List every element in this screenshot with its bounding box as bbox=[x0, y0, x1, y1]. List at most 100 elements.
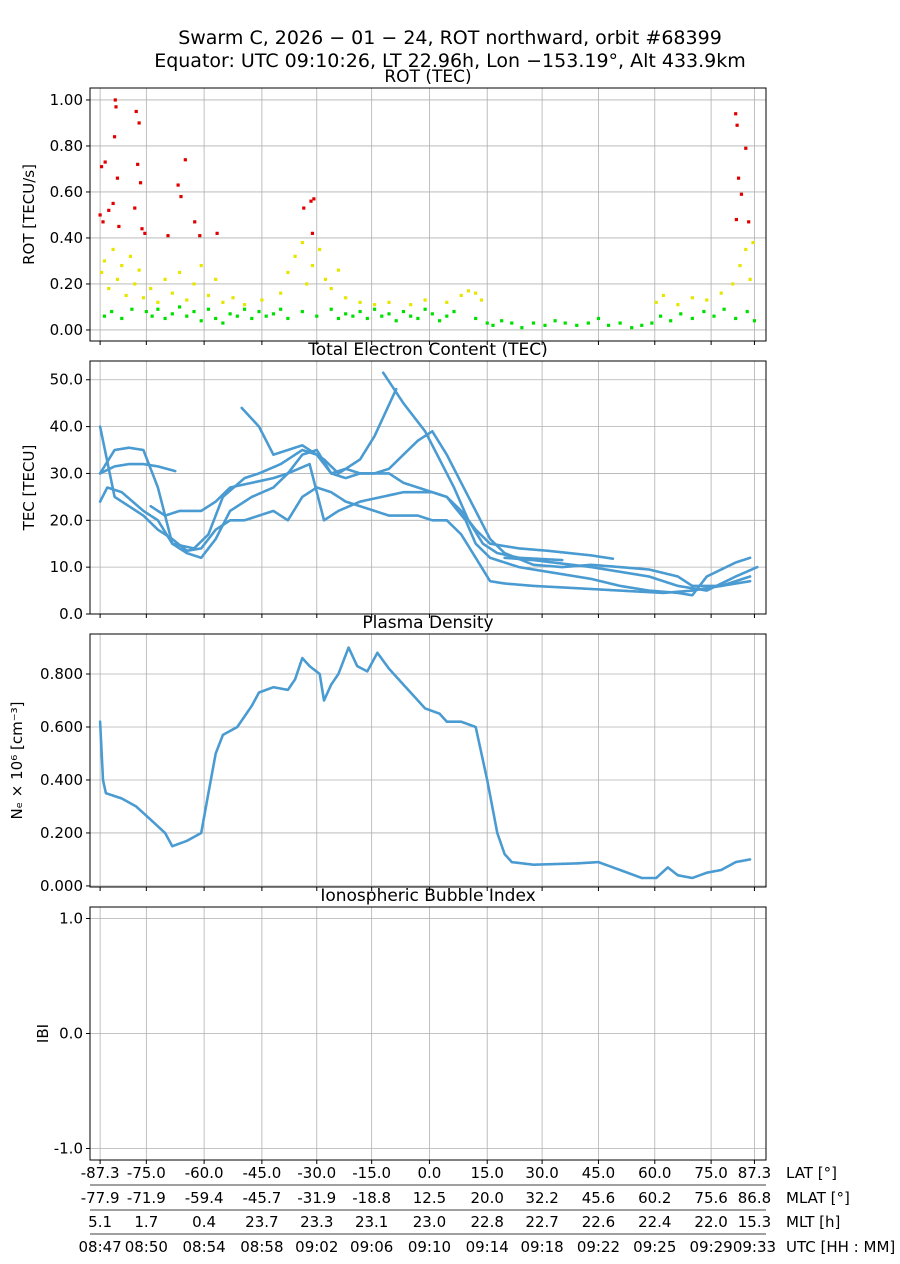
rot-point bbox=[719, 291, 723, 295]
rot-point bbox=[170, 312, 174, 316]
rot-point bbox=[372, 303, 377, 307]
rot-point bbox=[214, 316, 218, 321]
rot-point bbox=[177, 270, 182, 275]
x-row-name: MLAT [°] bbox=[786, 1189, 850, 1207]
rot-point bbox=[452, 309, 456, 314]
rot-point bbox=[133, 282, 137, 286]
rot-point bbox=[445, 300, 449, 304]
rot-point bbox=[99, 270, 104, 275]
rot-point bbox=[676, 303, 680, 307]
rot-point bbox=[156, 300, 160, 304]
y-tick-label: 1.0 bbox=[59, 910, 83, 928]
x-tick-label: 87.3 bbox=[738, 1164, 771, 1182]
rot-point bbox=[365, 316, 369, 321]
x-tick-label: 09:25 bbox=[633, 1238, 676, 1256]
rot-point bbox=[156, 307, 160, 311]
data-line bbox=[503, 556, 759, 592]
x-tick-label: 22.7 bbox=[525, 1213, 558, 1231]
rot-point bbox=[221, 321, 225, 325]
x-tick-label: 09:18 bbox=[520, 1238, 563, 1256]
x-tick-label: 20.0 bbox=[471, 1189, 504, 1207]
rot-point bbox=[260, 298, 264, 302]
y-tick-label: 0.200 bbox=[40, 824, 83, 842]
rot-point bbox=[479, 298, 484, 302]
rot-point bbox=[179, 194, 183, 199]
rot-point bbox=[130, 307, 134, 311]
rot-point bbox=[329, 286, 333, 291]
rot-point bbox=[734, 316, 738, 321]
x-tick-label: 5.1 bbox=[88, 1213, 112, 1231]
rot-point bbox=[679, 312, 683, 316]
rot-point bbox=[185, 298, 189, 302]
rot-point bbox=[102, 314, 107, 318]
y-tick-label: 20.0 bbox=[50, 511, 83, 529]
rot-point bbox=[206, 293, 211, 298]
rot-point bbox=[264, 314, 268, 318]
rot-point bbox=[140, 227, 144, 231]
y-tick-label: 0.80 bbox=[50, 137, 83, 155]
rot-point bbox=[630, 326, 634, 330]
x-tick-label: 0.0 bbox=[418, 1164, 442, 1182]
panel: 0.00 0.20 0.40 0.60 0.80 1.00 ROT (TEC) ROT [TE… bbox=[20, 67, 767, 345]
rot-point bbox=[107, 208, 111, 212]
rot-point bbox=[315, 314, 319, 318]
y-tick-label: 0.400 bbox=[40, 771, 83, 789]
rot-point bbox=[752, 319, 757, 323]
rot-point bbox=[510, 321, 514, 325]
rot-point bbox=[120, 263, 124, 268]
rot-point bbox=[128, 254, 133, 258]
rot-point bbox=[111, 247, 115, 252]
x-tick-label: 09:06 bbox=[350, 1238, 393, 1256]
x-tick-label: -15.0 bbox=[352, 1164, 391, 1182]
rot-point bbox=[705, 298, 709, 302]
rot-point bbox=[575, 323, 579, 327]
y-tick-label: 0.600 bbox=[40, 718, 83, 736]
rot-point bbox=[744, 247, 748, 252]
x-tick-label: 09:14 bbox=[466, 1238, 509, 1256]
rot-point bbox=[300, 240, 304, 245]
x-tick-label: -18.8 bbox=[352, 1189, 391, 1207]
rot-point bbox=[99, 165, 104, 169]
x-tick-label: 09:10 bbox=[408, 1238, 451, 1256]
plot-area bbox=[90, 361, 766, 614]
rot-point bbox=[640, 323, 644, 327]
rot-point bbox=[722, 307, 726, 311]
rot-point bbox=[309, 199, 313, 203]
rot-point bbox=[586, 321, 590, 325]
x-tick-label: 09:33 bbox=[733, 1238, 776, 1256]
rot-point bbox=[138, 181, 143, 185]
rot-point bbox=[257, 309, 261, 314]
x-tick-label: 15.3 bbox=[738, 1213, 771, 1231]
rot-point bbox=[98, 213, 102, 217]
data-layer bbox=[98, 371, 759, 597]
panel: -1.0 0.0 1.0 Ionospheric Bubble Index IBI bbox=[34, 886, 767, 1164]
rot-point bbox=[114, 105, 118, 109]
rot-point bbox=[163, 277, 167, 281]
rot-point bbox=[242, 307, 247, 311]
rot-point bbox=[423, 307, 427, 311]
rot-point bbox=[136, 162, 140, 166]
rot-point bbox=[115, 277, 120, 281]
rot-point bbox=[690, 296, 694, 300]
x-tick-label: 15.0 bbox=[471, 1164, 504, 1182]
x-tick-label: -45.0 bbox=[242, 1164, 281, 1182]
rot-point bbox=[112, 135, 117, 139]
y-tick-label: 10.0 bbox=[50, 558, 83, 576]
y-tick-label: 0.0 bbox=[59, 605, 83, 623]
rot-point bbox=[199, 319, 203, 323]
rot-point bbox=[163, 316, 167, 321]
panel-title: ROT (TEC) bbox=[384, 67, 471, 87]
rot-point bbox=[231, 296, 235, 300]
rot-point bbox=[351, 314, 355, 318]
rot-point bbox=[336, 316, 341, 321]
data-line bbox=[98, 646, 752, 880]
data-line bbox=[149, 462, 615, 560]
rot-point bbox=[150, 314, 154, 318]
rot-point bbox=[166, 234, 170, 238]
rot-point bbox=[144, 309, 148, 314]
panel-title: Plasma Density bbox=[362, 613, 493, 633]
y-axis-label: TEC [TECU] bbox=[20, 445, 38, 532]
rot-point bbox=[242, 303, 247, 307]
x-tick-label: 09:22 bbox=[577, 1238, 620, 1256]
plot-area bbox=[90, 88, 766, 341]
